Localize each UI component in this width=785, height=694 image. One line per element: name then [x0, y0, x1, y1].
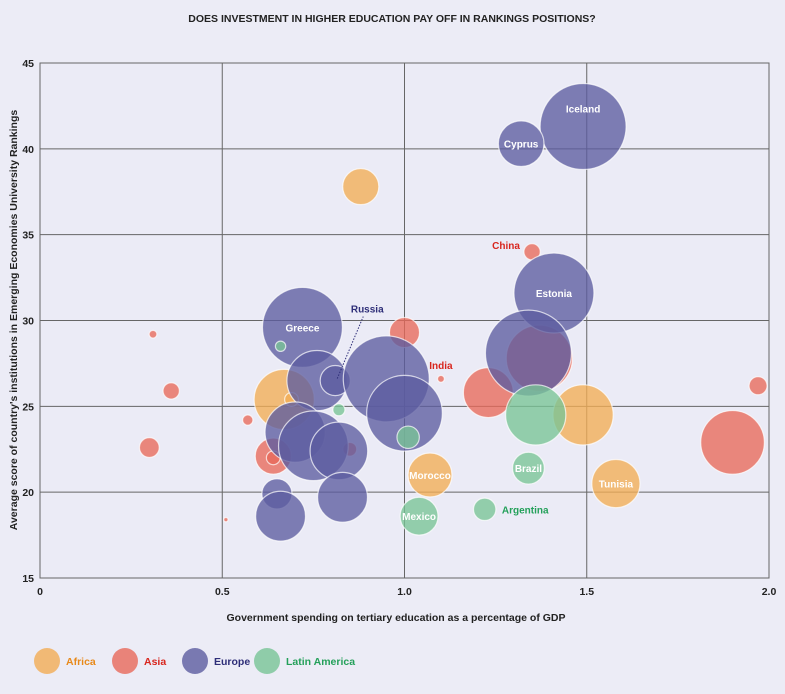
bubble-label: India	[429, 361, 453, 372]
x-tick-label: 0	[37, 586, 43, 598]
x-axis-label: Government spending on tertiary educatio…	[227, 612, 566, 624]
y-tick-label: 30	[22, 316, 34, 328]
bubble-europe	[316, 471, 369, 523]
legend-swatch	[254, 648, 280, 674]
bubble-asia	[748, 376, 768, 396]
bubble-asia	[223, 516, 229, 523]
y-tick-label: 15	[22, 573, 34, 585]
bubble-africa	[591, 458, 641, 509]
bubble-label: Estonia	[536, 289, 573, 300]
callout-line	[336, 316, 364, 379]
bubble-africa	[407, 452, 453, 498]
legend: Africa Asia Europe Latin America	[34, 648, 355, 674]
bubble-latin-america	[472, 497, 497, 522]
legend-label: Latin America	[286, 656, 355, 668]
bubble-latin-america	[511, 451, 545, 485]
y-tick-label: 40	[22, 144, 34, 156]
legend-item: Africa	[34, 648, 96, 674]
bubble-label: Argentina	[502, 505, 549, 516]
y-tick-label: 35	[22, 230, 34, 242]
bubble-label: Brazil	[515, 464, 542, 475]
bubble-europe	[255, 490, 307, 542]
bubble-label: Russia	[351, 305, 384, 316]
bubble-latin-america	[399, 496, 439, 536]
bubble-asia	[700, 409, 765, 475]
legend-item: Europe	[182, 648, 250, 674]
bubble-latin-america	[505, 384, 567, 446]
legend-label: Europe	[214, 656, 250, 668]
bubble-europe	[539, 82, 627, 171]
x-tick-label: 1.5	[579, 586, 594, 598]
y-tick-label: 25	[22, 401, 34, 413]
bubble-labels: Morocco Tunisia India China Iceland Cyprus Est…	[285, 105, 633, 524]
bubble-europe	[309, 421, 369, 481]
bubble-asia	[242, 414, 254, 426]
bubble-asia	[162, 382, 180, 400]
bubble-latin-america	[274, 340, 287, 353]
legend-label: Africa	[66, 656, 96, 668]
bubble-asia	[148, 329, 158, 339]
bubble-asia	[138, 437, 160, 459]
legend-label: Asia	[144, 656, 166, 668]
bubble-label: Greece	[285, 323, 319, 334]
legend-swatch	[112, 648, 138, 674]
x-tick-label: 1.0	[397, 586, 412, 598]
bubble-label: Tunisia	[599, 480, 634, 491]
bubble-label: Iceland	[566, 105, 600, 116]
bubble-latin-america	[396, 425, 420, 450]
bubble-asia	[436, 374, 445, 383]
bubble-label: China	[492, 241, 520, 252]
chart-title: DOES INVESTMENT IN HIGHER EDUCATION PAY …	[188, 13, 595, 25]
bubble-europe	[497, 120, 545, 168]
bubble-label: Morocco	[409, 471, 451, 482]
bubbles	[138, 82, 768, 542]
x-tick-label: 0.5	[215, 586, 230, 598]
legend-swatch	[182, 648, 208, 674]
legend-swatch	[34, 648, 60, 674]
y-axis-ticks: 15 20 25 30 35 40 45	[22, 58, 34, 585]
y-tick-label: 45	[22, 58, 34, 70]
bubble-africa	[342, 167, 380, 206]
bubble-latin-america	[332, 403, 346, 417]
x-tick-label: 2.0	[762, 586, 777, 598]
bubble-label: Cyprus	[504, 140, 539, 151]
bubble-label: Mexico	[402, 512, 436, 523]
legend-item: Latin America	[254, 648, 355, 674]
bubble-europe	[484, 309, 573, 397]
grid	[39, 62, 770, 579]
x-axis-ticks: 0 0.5 1.0 1.5 2.0	[37, 586, 776, 598]
y-axis-label: Average score of country's institutions …	[8, 110, 20, 531]
legend-item: Asia	[112, 648, 166, 674]
y-tick-label: 20	[22, 487, 34, 499]
bubble-europe	[366, 374, 443, 452]
